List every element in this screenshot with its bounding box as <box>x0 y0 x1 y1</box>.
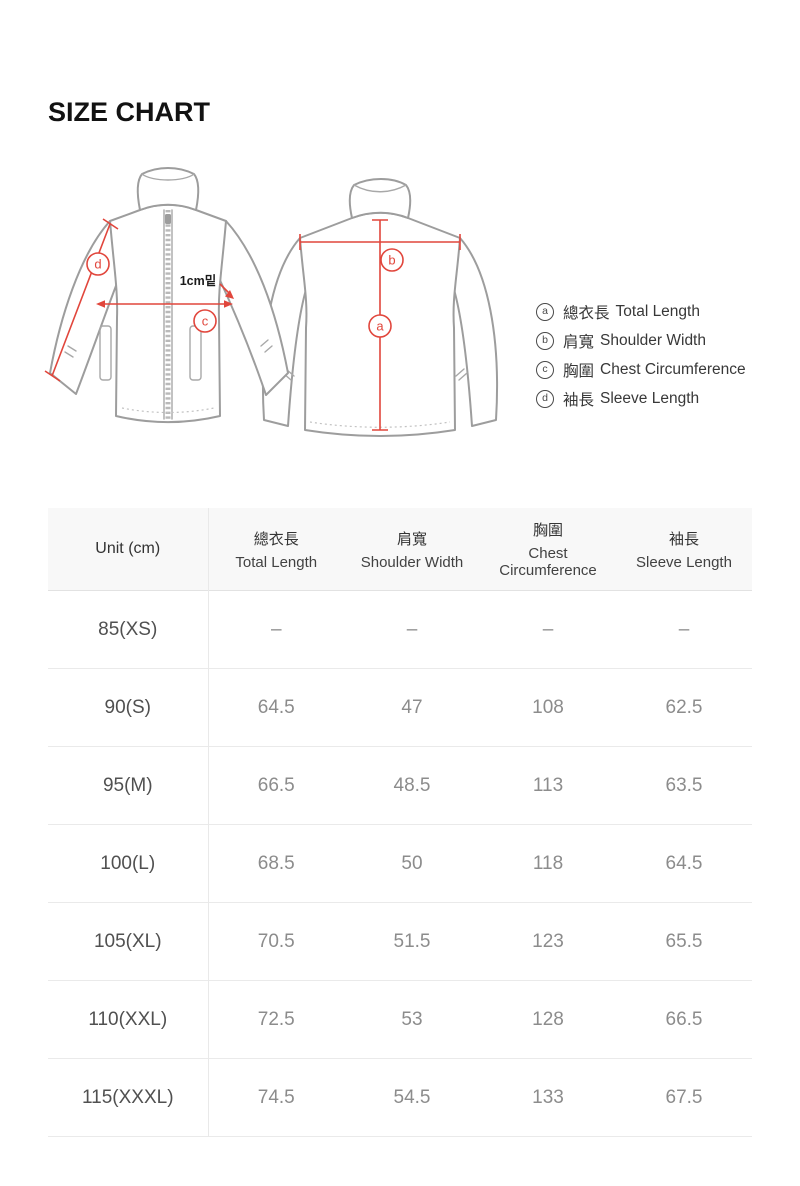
table-row: 115(XXXL) 74.5 54.5 133 67.5 <box>48 1058 752 1137</box>
header-chest-circumference: 胸圍 Chest Circumference <box>480 508 616 591</box>
value-cell: 50 <box>401 852 423 874</box>
header-zh: 胸圍 <box>532 522 563 539</box>
value-cell: 66.5 <box>257 774 295 796</box>
measurement-legend: a 總衣長 Total Length b 肩寬 Shoulder Width c… <box>536 297 746 413</box>
circled-d-icon: d <box>536 389 554 408</box>
value-cell: 118 <box>532 852 564 874</box>
table-row: 100(L) 68.5 50 118 64.5 <box>48 824 752 903</box>
value-cell: 64.5 <box>257 696 295 718</box>
value-cell: 47 <box>401 696 423 718</box>
marker-b-circle <box>380 248 404 272</box>
value-cell: 133 <box>532 1086 564 1108</box>
value-cell: 63.5 <box>665 774 703 796</box>
measure-note-label: 1cm밑 <box>180 273 217 288</box>
legend-zh-label: 袖長 <box>563 391 595 409</box>
header-en: Total Length <box>235 553 318 571</box>
value-cell: – <box>270 618 282 640</box>
value-cell: 72.5 <box>257 1008 295 1030</box>
header-unit: Unit (cm) <box>48 508 209 591</box>
value-cell: 53 <box>401 1008 423 1030</box>
value-cell: 70.5 <box>257 930 295 952</box>
marker-a-label: a <box>376 319 384 334</box>
header-en: Sleeve Length <box>636 553 732 571</box>
marker-d-circle <box>86 252 110 276</box>
legend-item-sleeve-length: d 袖長 Sleeve Length <box>536 384 746 413</box>
value-cell: 68.5 <box>257 852 295 874</box>
measure-line-a: a <box>368 219 392 431</box>
legend-en-label: Chest Circumference <box>600 360 746 378</box>
table-row: 105(XL) 70.5 51.5 123 65.5 <box>48 902 752 981</box>
page-title: SIZE CHART <box>48 97 210 127</box>
measurement-diagram: b a <box>0 158 800 478</box>
legend-zh-label: 總衣長 <box>563 304 610 322</box>
value-cell: 74.5 <box>257 1086 295 1108</box>
measure-line-b: b <box>299 234 461 272</box>
jacket-front-illustration <box>49 167 289 423</box>
value-cell: – <box>406 618 418 640</box>
table-row: 85(XS) – – – – <box>48 590 752 669</box>
measure-note: 1cm밑 <box>180 273 234 299</box>
header-sleeve-length: 袖長 Sleeve Length <box>616 508 752 591</box>
marker-c-circle <box>193 309 217 333</box>
value-cell: 54.5 <box>393 1086 431 1108</box>
header-zh: 肩寬 <box>396 530 427 548</box>
value-cell: 123 <box>532 930 564 952</box>
legend-en-label: Shoulder Width <box>600 331 706 349</box>
value-cell: 128 <box>532 1008 564 1030</box>
legend-item-chest-circumference: c 胸圍 Chest Circumference <box>536 355 746 384</box>
table-row: 90(S) 64.5 47 108 62.5 <box>48 668 752 747</box>
legend-item-total-length: a 總衣長 Total Length <box>536 297 746 326</box>
size-table-header-row: Unit (cm) 總衣長 Total Length 肩寬 Shoulder W… <box>48 508 752 591</box>
size-label: 115(XXXL) <box>48 1058 209 1137</box>
unit-label: Unit (cm) <box>95 540 161 557</box>
value-cell: 66.5 <box>665 1008 703 1030</box>
size-table: Unit (cm) 總衣長 Total Length 肩寬 Shoulder W… <box>48 508 752 1137</box>
header-zh: 袖長 <box>668 530 699 548</box>
size-label: 90(S) <box>48 668 209 747</box>
size-label: 85(XS) <box>48 590 209 669</box>
value-cell: 64.5 <box>665 852 703 874</box>
value-cell: 51.5 <box>393 930 431 952</box>
measure-line-d: d <box>44 218 119 382</box>
marker-a-circle <box>368 314 392 338</box>
marker-c-label: c <box>202 314 209 329</box>
table-row: 110(XXL) 72.5 53 128 66.5 <box>48 980 752 1059</box>
value-cell: 113 <box>532 774 564 796</box>
legend-zh-label: 肩寬 <box>563 333 595 351</box>
circled-a-icon: a <box>536 302 554 321</box>
header-en: Chest Circumference <box>499 545 597 579</box>
jacket-illustration: b a <box>44 167 499 437</box>
legend-en-label: Sleeve Length <box>600 389 700 407</box>
marker-d-label: d <box>94 257 101 272</box>
size-label: 105(XL) <box>48 902 209 981</box>
value-cell: – <box>678 618 690 640</box>
measure-line-c: c <box>96 300 233 333</box>
circled-b-icon: b <box>536 331 554 350</box>
value-cell: 108 <box>532 696 564 718</box>
value-cell: 67.5 <box>665 1086 703 1108</box>
legend-en-label: Total Length <box>615 302 700 320</box>
legend-item-shoulder-width: b 肩寬 Shoulder Width <box>536 326 746 355</box>
header-total-length: 總衣長 Total Length <box>208 508 344 591</box>
circled-c-icon: c <box>536 360 554 379</box>
size-label: 100(L) <box>48 824 209 903</box>
header-zh: 總衣長 <box>253 530 299 548</box>
value-cell: 48.5 <box>393 774 431 796</box>
size-label: 95(M) <box>48 746 209 825</box>
header-shoulder-width: 肩寬 Shoulder Width <box>344 508 480 591</box>
header-en: Shoulder Width <box>360 553 464 571</box>
size-label: 110(XXL) <box>48 980 209 1059</box>
marker-b-label: b <box>388 253 395 268</box>
table-row: 95(M) 66.5 48.5 113 63.5 <box>48 746 752 825</box>
value-cell: 65.5 <box>665 930 703 952</box>
value-cell: – <box>542 618 554 640</box>
legend-zh-label: 胸圍 <box>563 362 595 380</box>
value-cell: 62.5 <box>665 696 703 718</box>
